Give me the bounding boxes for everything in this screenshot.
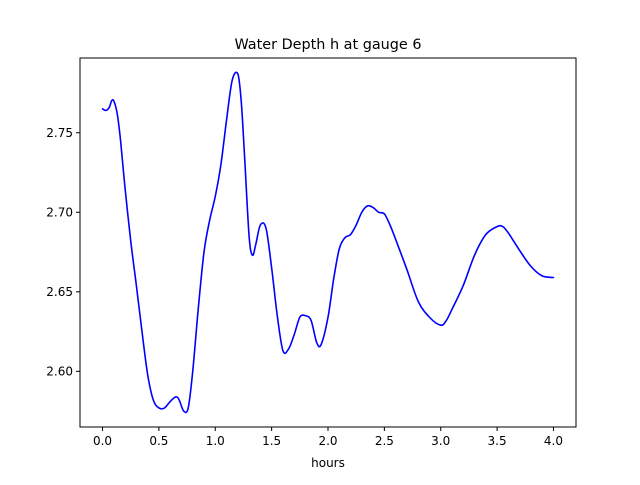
x-tick-label: 2.0 xyxy=(318,434,337,448)
x-axis-label: hours xyxy=(311,456,345,470)
x-tick-label: 1.5 xyxy=(262,434,281,448)
plot-area xyxy=(80,58,576,427)
x-tick-label: 1.0 xyxy=(206,434,225,448)
series-layer xyxy=(101,71,555,414)
x-tick-label: 0.0 xyxy=(93,434,112,448)
x-tick-label: 4.0 xyxy=(544,434,563,448)
chart-title: Water Depth h at gauge 6 xyxy=(234,37,421,53)
y-tick-label: 2.75 xyxy=(46,126,73,140)
y-tick-label: 2.70 xyxy=(46,205,73,219)
x-tick-label: 2.5 xyxy=(375,434,394,448)
x-tick-label: 3.0 xyxy=(431,434,450,448)
x-tick-label: 3.5 xyxy=(488,434,507,448)
x-axis: 0.0 0.5 1.0 1.5 2.0 2.5 3.0 3.5 4.0 xyxy=(93,427,563,448)
y-tick-label: 2.60 xyxy=(46,364,73,378)
y-axis: 2.60 2.65 2.70 2.75 xyxy=(46,126,80,378)
series-line-1 xyxy=(101,71,555,414)
x-tick-label: 0.5 xyxy=(149,434,168,448)
y-tick-label: 2.65 xyxy=(46,285,73,299)
